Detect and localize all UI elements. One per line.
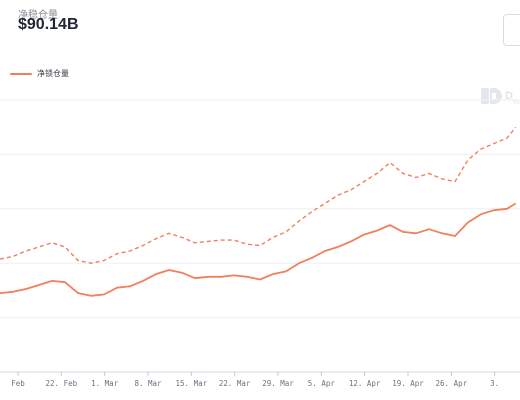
x-tick-label-5: 22. Mar: [219, 379, 251, 388]
x-tick-label-0: Feb: [11, 379, 25, 388]
grid-lines: [0, 99, 520, 373]
x-tick-label-4: 15. Mar: [176, 379, 208, 388]
x-tick-label-2: 1. Mar: [91, 379, 119, 388]
metric-value: $90.14B: [18, 16, 79, 33]
chart-menu-button[interactable]: [503, 14, 520, 46]
x-tick-label-11: 3.: [490, 379, 499, 388]
series-line-dashed[interactable]: [0, 126, 517, 264]
x-tick-label-1: 22. Feb: [46, 379, 78, 388]
legend-label: 净锁仓量: [37, 69, 69, 78]
series-line-main[interactable]: [0, 202, 517, 297]
legend[interactable]: 净锁仓量: [10, 68, 69, 79]
x-tick-label-9: 19. Apr: [392, 379, 424, 388]
x-tick-label-10: 26. Apr: [436, 379, 468, 388]
x-tick-label-8: 12. Apr: [349, 379, 381, 388]
x-tick-label-3: 8. Mar: [134, 379, 162, 388]
legend-swatch: [10, 72, 32, 75]
x-tick-label-7: 5. Apr: [308, 379, 336, 388]
x-axis-ticks: Feb 22. Feb 1. Mar 8. Mar 15. Mar 22. Mar 29. …: [11, 372, 499, 388]
watermark-letter: D: [505, 89, 513, 102]
x-tick-label-6: 29. Mar: [262, 379, 294, 388]
watermark-subtext: Yo: [512, 99, 520, 106]
series-lines: [0, 126, 517, 297]
metric-label: 净稳仓量: [18, 10, 58, 21]
